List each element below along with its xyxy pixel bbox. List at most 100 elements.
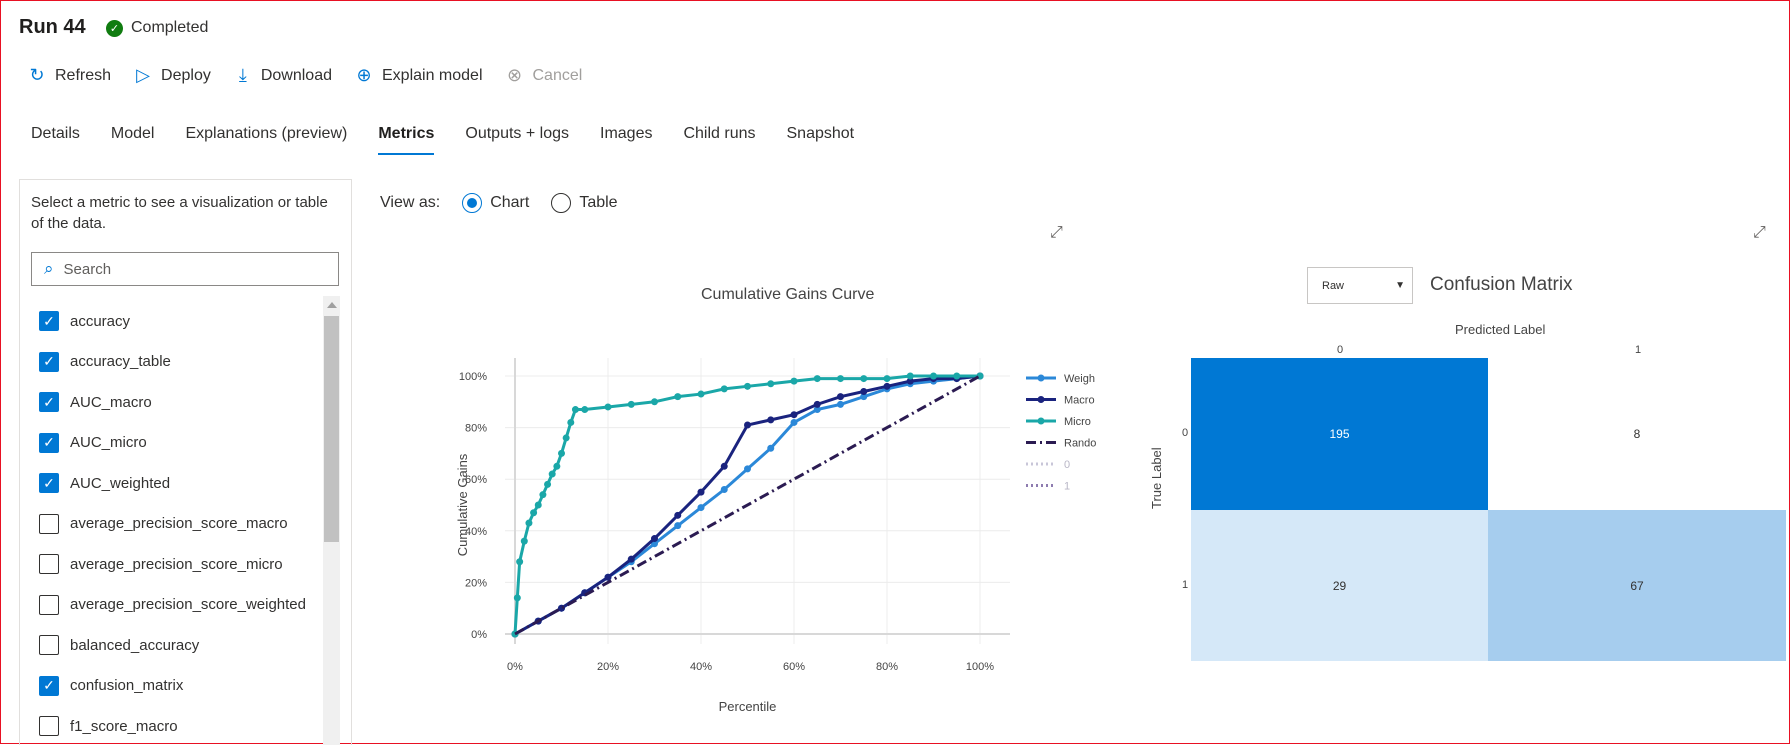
checkbox-unchecked-icon[interactable] bbox=[39, 716, 59, 737]
tab-model[interactable]: Model bbox=[110, 125, 155, 142]
data-point bbox=[534, 501, 542, 509]
deploy-button[interactable]: ▷ Deploy bbox=[133, 65, 211, 86]
expand-chart-icon[interactable]: ⤢ bbox=[1050, 224, 1063, 241]
refresh-button[interactable]: ↻ Refresh bbox=[27, 65, 111, 86]
data-point bbox=[697, 488, 705, 496]
explain-model-label: Explain model bbox=[382, 66, 483, 84]
legend-label-0[interactable]: Weigh bbox=[1064, 373, 1095, 385]
data-point bbox=[767, 380, 775, 388]
metric-label: confusion_matrix bbox=[70, 677, 184, 695]
radio-empty-icon bbox=[551, 193, 572, 213]
series-line-3 bbox=[514, 374, 981, 636]
data-point bbox=[674, 511, 682, 519]
scrollbar-thumb[interactable] bbox=[324, 316, 339, 542]
metric-label: AUC_weighted bbox=[70, 474, 171, 492]
metric-item[interactable]: ✓ confusion_matrix bbox=[39, 666, 306, 707]
explain-model-button[interactable]: ⊕ Explain model bbox=[354, 65, 483, 86]
cm-cell-1-1[interactable]: 67 bbox=[1488, 510, 1786, 661]
data-point bbox=[790, 418, 798, 426]
metric-list-scrollbar[interactable] bbox=[323, 296, 340, 745]
checkbox-checked-icon[interactable]: ✓ bbox=[39, 311, 59, 332]
data-point bbox=[930, 372, 937, 380]
cancel-button[interactable]: ⊗ Cancel bbox=[505, 65, 582, 86]
legend-marker[interactable] bbox=[1037, 374, 1045, 382]
tab-bar: Details Model Explanations (preview) Met… bbox=[31, 125, 885, 155]
checkbox-checked-icon[interactable]: ✓ bbox=[39, 473, 59, 494]
cm-col-tick-1: 1 bbox=[1635, 344, 1642, 356]
view-as-group: View as: Chart Table bbox=[380, 193, 618, 213]
data-point bbox=[627, 555, 635, 563]
checkbox-unchecked-icon[interactable] bbox=[39, 554, 59, 575]
view-as-chart-radio[interactable]: Chart bbox=[462, 193, 529, 213]
cm-cell-0-1[interactable]: 8 bbox=[1488, 358, 1786, 510]
metric-item[interactable]: ✓ AUC_macro bbox=[39, 382, 306, 423]
x-tick-label: 80% bbox=[876, 661, 898, 673]
data-point bbox=[697, 504, 705, 512]
checkbox-unchecked-icon[interactable] bbox=[39, 635, 59, 656]
status-text: Completed bbox=[131, 19, 209, 36]
metric-item[interactable]: ✓ accuracy bbox=[39, 301, 306, 342]
tab-explanations[interactable]: Explanations (preview) bbox=[185, 125, 348, 142]
checkbox-checked-icon[interactable]: ✓ bbox=[39, 675, 59, 696]
metric-item[interactable]: balanced_accuracy bbox=[39, 625, 306, 666]
x-tick-label: 60% bbox=[783, 661, 805, 673]
tab-details[interactable]: Details bbox=[31, 125, 80, 142]
search-icon: ⌕ bbox=[44, 259, 54, 278]
cancel-icon: ⊗ bbox=[506, 65, 523, 85]
data-point bbox=[744, 465, 751, 473]
legend-label-2[interactable]: Micro bbox=[1064, 416, 1091, 428]
metric-item[interactable]: f1_score_macro bbox=[39, 706, 306, 745]
data-point bbox=[581, 406, 589, 414]
tab-outputs-logs[interactable]: Outputs + logs bbox=[465, 125, 569, 142]
cm-row-tick-0: 0 bbox=[1182, 427, 1189, 439]
metric-item[interactable]: average_precision_score_weighted bbox=[39, 585, 306, 626]
data-point bbox=[674, 393, 682, 401]
tab-images[interactable]: Images bbox=[600, 125, 653, 142]
view-as-label: View as: bbox=[380, 194, 441, 211]
tab-metrics[interactable]: Metrics bbox=[378, 125, 435, 155]
checkbox-checked-icon[interactable]: ✓ bbox=[39, 432, 59, 453]
data-point bbox=[860, 393, 868, 401]
data-point bbox=[513, 594, 521, 602]
search-box[interactable]: ⌕ bbox=[31, 252, 339, 286]
data-point bbox=[767, 444, 775, 452]
tab-child-runs[interactable]: Child runs bbox=[683, 125, 756, 142]
legend-label-3[interactable]: Rando bbox=[1064, 438, 1096, 450]
cm-cell-value: 8 bbox=[1633, 427, 1641, 441]
legend-label-1[interactable]: Macro bbox=[1064, 395, 1095, 407]
metric-label: accuracy bbox=[70, 312, 131, 330]
y-tick-label: 80% bbox=[465, 423, 487, 435]
y-tick-label: 20% bbox=[465, 577, 487, 589]
metric-item[interactable]: ✓ AUC_micro bbox=[39, 423, 306, 464]
search-input[interactable] bbox=[61, 259, 306, 279]
checkbox-unchecked-icon[interactable] bbox=[39, 513, 59, 534]
legend-label-5[interactable]: 1 bbox=[1064, 481, 1070, 493]
checkbox-unchecked-icon[interactable] bbox=[39, 594, 59, 615]
metric-item[interactable]: average_precision_score_macro bbox=[39, 504, 306, 545]
data-point bbox=[627, 400, 635, 408]
expand-matrix-icon[interactable]: ⤢ bbox=[1753, 224, 1766, 241]
x-axis-title: Percentile bbox=[719, 699, 777, 714]
metric-item[interactable]: ✓ accuracy_table bbox=[39, 342, 306, 383]
y-tick-label: 100% bbox=[459, 371, 487, 383]
download-button[interactable]: ⤓ Download bbox=[233, 65, 332, 86]
chart-radio-label: Chart bbox=[490, 194, 530, 211]
data-point bbox=[651, 398, 658, 406]
metric-label: average_precision_score_macro bbox=[70, 515, 288, 533]
legend-label-4[interactable]: 0 bbox=[1064, 459, 1070, 471]
metric-label: accuracy_table bbox=[70, 353, 171, 371]
cm-cell-0-0[interactable]: 195 bbox=[1191, 358, 1488, 510]
refresh-label: Refresh bbox=[55, 66, 112, 84]
metric-item[interactable]: ✓ AUC_weighted bbox=[39, 463, 306, 504]
checkbox-checked-icon[interactable]: ✓ bbox=[39, 392, 59, 413]
matrix-mode-select[interactable]: Raw ▼ bbox=[1307, 267, 1413, 304]
metric-item[interactable]: average_precision_score_micro bbox=[39, 544, 306, 585]
view-as-table-radio[interactable]: Table bbox=[551, 193, 618, 213]
cm-cell-1-0[interactable]: 29 bbox=[1191, 510, 1488, 661]
legend-marker[interactable] bbox=[1037, 396, 1045, 403]
scroll-up-arrow-icon[interactable] bbox=[327, 302, 337, 308]
legend-marker[interactable] bbox=[1037, 417, 1045, 425]
data-point bbox=[604, 573, 612, 581]
tab-snapshot[interactable]: Snapshot bbox=[786, 125, 855, 142]
checkbox-checked-icon[interactable]: ✓ bbox=[39, 351, 59, 372]
